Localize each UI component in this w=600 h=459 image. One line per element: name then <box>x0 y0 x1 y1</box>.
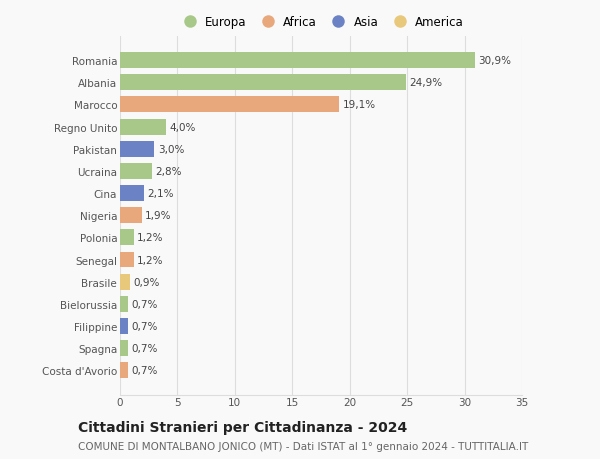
Bar <box>120 252 134 268</box>
Bar <box>120 274 130 290</box>
Bar <box>120 53 475 69</box>
Text: COMUNE DI MONTALBANO JONICO (MT) - Dati ISTAT al 1° gennaio 2024 - TUTTITALIA.IT: COMUNE DI MONTALBANO JONICO (MT) - Dati … <box>78 441 528 451</box>
Bar <box>120 75 406 91</box>
Text: 0,9%: 0,9% <box>134 277 160 287</box>
Text: 19,1%: 19,1% <box>343 100 376 110</box>
Text: 1,9%: 1,9% <box>145 211 172 221</box>
Text: 0,7%: 0,7% <box>131 321 158 331</box>
Text: 2,8%: 2,8% <box>155 167 182 177</box>
Bar <box>120 97 340 113</box>
Text: 24,9%: 24,9% <box>409 78 443 88</box>
Bar <box>120 230 134 246</box>
Bar <box>120 341 128 356</box>
Bar <box>120 296 128 312</box>
Text: 0,7%: 0,7% <box>131 299 158 309</box>
Text: Cittadini Stranieri per Cittadinanza - 2024: Cittadini Stranieri per Cittadinanza - 2… <box>78 420 407 434</box>
Bar <box>120 363 128 379</box>
Text: 1,2%: 1,2% <box>137 233 164 243</box>
Bar <box>120 319 128 334</box>
Text: 2,1%: 2,1% <box>148 189 174 199</box>
Bar <box>120 141 154 157</box>
Legend: Europa, Africa, Asia, America: Europa, Africa, Asia, America <box>176 14 466 32</box>
Text: 0,7%: 0,7% <box>131 343 158 353</box>
Bar <box>120 119 166 135</box>
Text: 3,0%: 3,0% <box>158 145 184 154</box>
Text: 30,9%: 30,9% <box>478 56 511 66</box>
Bar <box>120 163 152 179</box>
Bar <box>120 185 144 202</box>
Text: 0,7%: 0,7% <box>131 365 158 375</box>
Text: 1,2%: 1,2% <box>137 255 164 265</box>
Bar <box>120 208 142 224</box>
Text: 4,0%: 4,0% <box>169 122 196 132</box>
